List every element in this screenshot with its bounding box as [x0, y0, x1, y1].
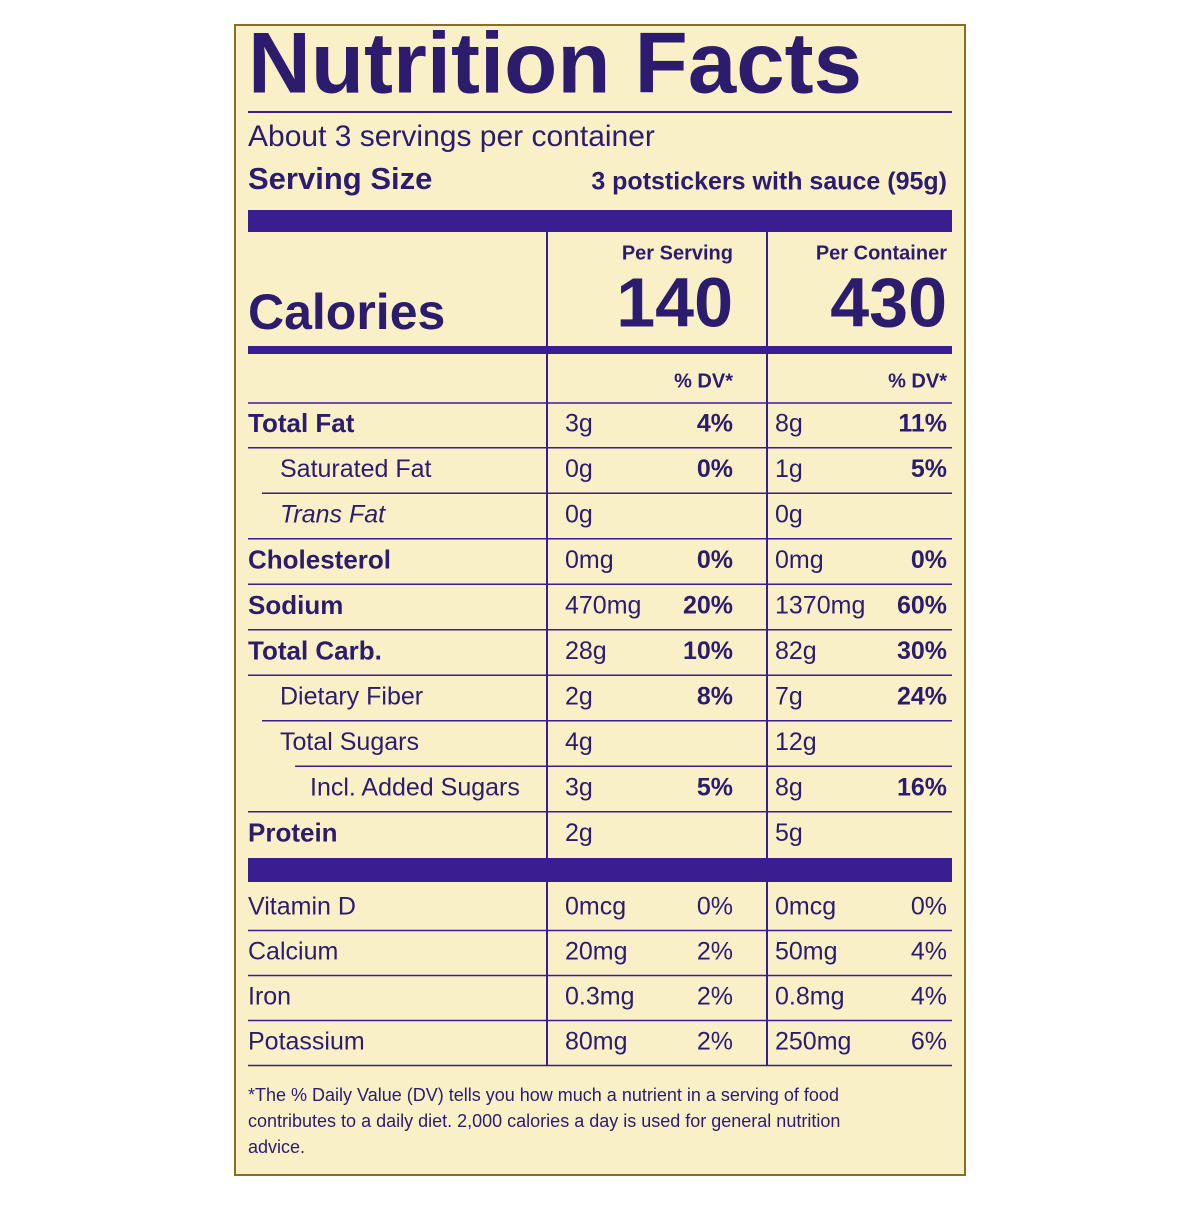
servings: About 3 servings per container — [248, 120, 655, 153]
amount: 2g — [565, 819, 593, 847]
footnote: contributes to a daily diet. 2,000 calor… — [248, 1111, 840, 1131]
daily-value: 0% — [911, 546, 947, 574]
footnote: advice. — [248, 1137, 305, 1157]
daily-value: 16% — [897, 774, 947, 802]
amount: 8g — [775, 410, 803, 438]
nutrient-name: Sodium — [248, 590, 343, 620]
nutrient-name: Saturated Fat — [280, 455, 432, 483]
daily-value: 10% — [683, 637, 733, 665]
daily-value: 5% — [697, 774, 733, 802]
amount: 2g — [565, 683, 593, 711]
amount: 4g — [565, 728, 593, 756]
thick-bar — [248, 858, 952, 882]
vitamin-name: Vitamin D — [248, 893, 356, 921]
title: Nutrition Facts — [248, 16, 862, 112]
daily-value: 0% — [697, 893, 733, 921]
amount: 0.8mg — [775, 983, 844, 1011]
daily-value: 6% — [911, 1028, 947, 1056]
amount: 5g — [775, 819, 803, 847]
amount: 82g — [775, 637, 817, 665]
amount: 7g — [775, 683, 803, 711]
dv-heading: % DV* — [674, 370, 733, 392]
daily-value: 60% — [897, 592, 947, 620]
amount: 1370mg — [775, 592, 865, 620]
amount: 3g — [565, 774, 593, 802]
amount: 20mg — [565, 938, 628, 966]
thick-rule — [248, 346, 952, 354]
serving-size-value: 3 potstickers with sauce (95g) — [591, 168, 947, 196]
amount: 0mg — [775, 546, 824, 574]
daily-value: 8% — [697, 683, 733, 711]
daily-value: 2% — [697, 1028, 733, 1056]
daily-value: 0% — [911, 893, 947, 921]
amount: 3g — [565, 410, 593, 438]
nutrient-name: Incl. Added Sugars — [310, 774, 520, 802]
amount: 12g — [775, 728, 817, 756]
amount: 0g — [775, 501, 803, 529]
thick-bar — [248, 210, 952, 232]
daily-value: 4% — [911, 983, 947, 1011]
amount: 470mg — [565, 592, 641, 620]
column-heading: Per Container — [816, 242, 947, 264]
column-heading: Per Serving — [622, 242, 733, 264]
dv-heading: % DV* — [888, 370, 947, 392]
amount: 80mg — [565, 1028, 628, 1056]
nutrient-name: Dietary Fiber — [280, 683, 423, 711]
daily-value: 4% — [911, 938, 947, 966]
daily-value: 20% — [683, 592, 733, 620]
daily-value: 5% — [911, 455, 947, 483]
amount: 8g — [775, 774, 803, 802]
daily-value: 4% — [697, 410, 733, 438]
amount: 28g — [565, 637, 607, 665]
amount: 250mg — [775, 1028, 851, 1056]
nutrient-name: Total Sugars — [280, 728, 419, 756]
nutrient-name: Total Carb. — [248, 635, 382, 665]
daily-value: 2% — [697, 983, 733, 1011]
daily-value: 24% — [897, 683, 947, 711]
calories-value: 430 — [830, 263, 947, 341]
vitamin-name: Iron — [248, 983, 291, 1011]
nutrient-name: Trans Fat — [280, 501, 386, 529]
amount: 0mcg — [565, 893, 626, 921]
daily-value: 0% — [697, 546, 733, 574]
amount: 0mcg — [775, 893, 836, 921]
vitamin-name: Potassium — [248, 1028, 365, 1056]
serving-size-label: Serving Size — [248, 161, 432, 196]
nutrient-name: Protein — [248, 817, 338, 847]
daily-value: 2% — [697, 938, 733, 966]
calories-value: 140 — [616, 263, 733, 341]
amount: 0mg — [565, 546, 614, 574]
daily-value: 11% — [898, 410, 947, 438]
nutrient-name: Total Fat — [248, 408, 355, 438]
daily-value: 30% — [897, 637, 947, 665]
daily-value: 0% — [697, 455, 733, 483]
amount: 0.3mg — [565, 983, 634, 1011]
calories-label: Calories — [248, 284, 445, 340]
amount: 1g — [775, 455, 803, 483]
vitamin-name: Calcium — [248, 938, 338, 966]
amount: 50mg — [775, 938, 838, 966]
footnote: *The % Daily Value (DV) tells you how mu… — [248, 1085, 839, 1105]
amount: 0g — [565, 455, 593, 483]
amount: 0g — [565, 501, 593, 529]
nutrient-name: Cholesterol — [248, 544, 391, 574]
